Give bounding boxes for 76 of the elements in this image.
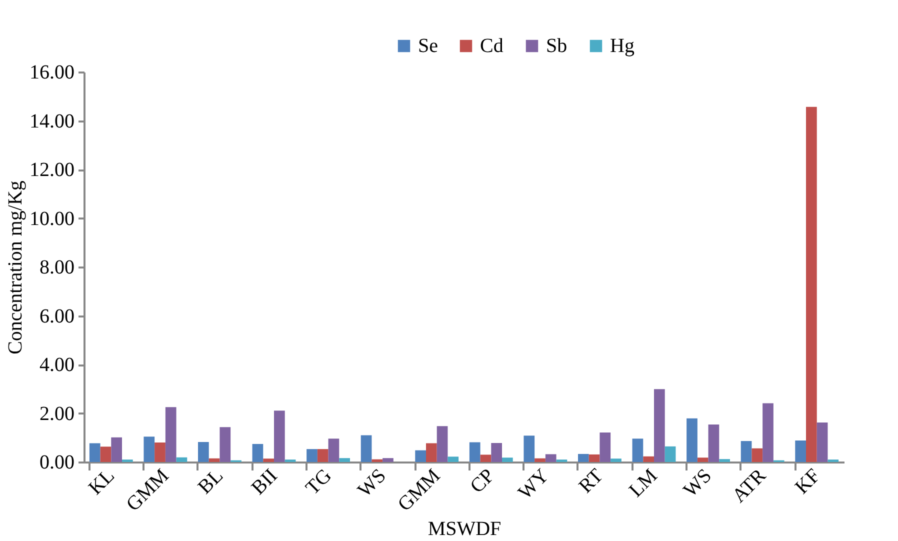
x-tick-label: RT — [574, 464, 608, 498]
x-tick-label: TG — [302, 464, 336, 500]
legend-label: Hg — [610, 35, 634, 57]
bar — [263, 458, 274, 462]
bar — [448, 456, 459, 462]
bar — [610, 458, 622, 462]
bar — [89, 443, 100, 462]
bar — [534, 458, 546, 462]
x-tick-label: BL — [194, 464, 228, 498]
bar — [708, 424, 720, 462]
bar — [545, 454, 556, 462]
x-tick-label: KF — [790, 464, 825, 498]
bar — [372, 459, 383, 462]
bar — [686, 418, 698, 462]
bar — [795, 440, 806, 462]
bar — [165, 407, 176, 462]
bar — [274, 410, 285, 462]
y-tick-label: 2.00 — [40, 402, 74, 425]
bar — [806, 106, 817, 462]
y-tick-label: 8.00 — [40, 256, 74, 278]
legend-label: Cd — [480, 35, 504, 57]
bar — [154, 442, 166, 462]
bar — [382, 458, 394, 462]
bar — [436, 426, 448, 462]
bar — [111, 437, 122, 462]
bar — [100, 446, 112, 462]
bar — [480, 454, 492, 462]
bar — [697, 458, 708, 462]
bar — [339, 458, 350, 462]
bar — [491, 442, 502, 462]
y-tick-label: 16.00 — [30, 62, 74, 84]
bar — [600, 432, 611, 462]
bar — [719, 459, 730, 462]
bar — [502, 458, 513, 462]
legend-label: Sb — [546, 35, 568, 57]
bar — [578, 454, 589, 462]
y-tick-label: 4.00 — [40, 354, 74, 376]
bar — [328, 438, 340, 462]
x-tick-label: WS — [354, 464, 390, 502]
bar — [220, 427, 231, 462]
x-tick-label: ATR — [728, 464, 771, 508]
bar — [360, 435, 372, 462]
x-tick-label: KL — [84, 464, 119, 500]
x-tick-label: LM — [625, 464, 662, 502]
bar — [664, 446, 676, 462]
bar — [740, 441, 752, 462]
bar — [643, 456, 654, 462]
y-axis-title: Concentration mg/Kg — [4, 180, 26, 354]
bar — [524, 436, 535, 462]
bar — [752, 448, 763, 462]
bar — [176, 457, 188, 462]
bar — [208, 458, 220, 462]
x-tick-label: WY — [514, 464, 554, 504]
x-tick-label: BII — [247, 464, 282, 500]
y-tick-label: 12.00 — [30, 159, 74, 181]
y-tick-label: 6.00 — [40, 305, 74, 328]
bar — [632, 438, 644, 462]
bar — [762, 403, 774, 462]
x-tick-label: WS — [679, 464, 716, 502]
bar — [317, 449, 328, 462]
x-axis-title: MSWDF — [428, 518, 502, 540]
y-tick-label: 14.00 — [30, 110, 74, 132]
y-tick-label: 0.00 — [40, 452, 74, 474]
legend-label: Se — [418, 35, 438, 57]
bar — [252, 444, 264, 462]
bar — [816, 422, 828, 462]
x-tick-label: CP — [466, 464, 499, 498]
bar — [469, 442, 480, 462]
bar — [654, 389, 665, 462]
bar — [198, 442, 209, 462]
bar — [415, 450, 426, 462]
bar — [144, 436, 155, 462]
bar — [588, 454, 600, 462]
bar — [426, 443, 437, 462]
y-tick-label: 10.00 — [30, 208, 74, 230]
bar — [306, 449, 318, 462]
